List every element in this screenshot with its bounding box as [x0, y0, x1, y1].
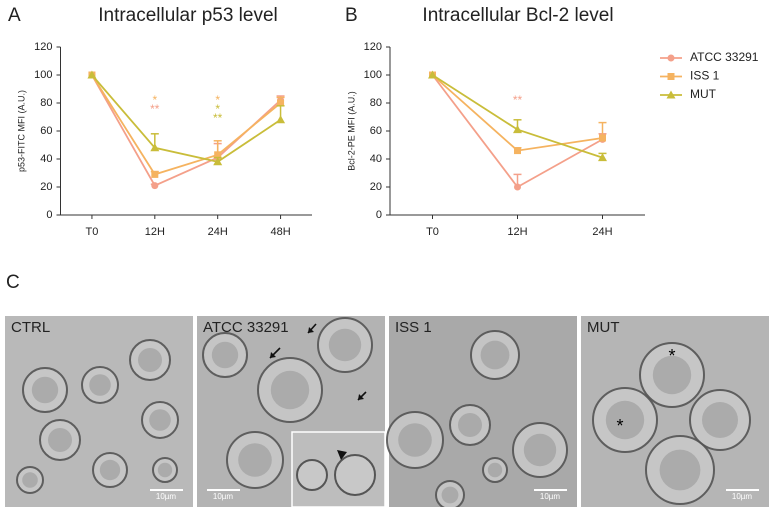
arrow-head: [308, 327, 314, 333]
scale-bar-label: 10µm: [213, 492, 234, 501]
significance-mark: *: [215, 93, 220, 107]
significance-mark: **: [150, 102, 160, 116]
series-line: [431, 74, 603, 152]
arrow-head: [270, 352, 276, 358]
cell-core: [652, 355, 692, 395]
legend-label: ISS 1: [690, 69, 720, 83]
point: [599, 134, 606, 142]
y-tick-label: 120: [34, 41, 52, 53]
cell-core: [458, 413, 482, 437]
point: [667, 54, 675, 62]
cell-core: [89, 374, 111, 396]
arrow-head: [358, 394, 364, 400]
cell-core: [48, 428, 72, 452]
cell-core: [22, 472, 38, 488]
micrograph-label: CTRL: [11, 319, 50, 336]
panel-label: A: [8, 5, 21, 26]
significance-mark: *: [215, 102, 220, 116]
y-axis-label: p53-FITC MFI (A.U.): [16, 90, 26, 172]
point: [598, 153, 607, 162]
panel-label: B: [345, 5, 358, 26]
cell-core: [480, 340, 510, 370]
micrograph-label: ATCC 33291: [203, 319, 289, 336]
cell-core: [99, 459, 121, 481]
chart-title: Intracellular p53 level: [98, 5, 278, 26]
series-line: [91, 74, 282, 176]
cell-core: [328, 328, 362, 362]
cell-annotation: *: [668, 346, 675, 366]
x-tick-label: 12H: [507, 226, 527, 238]
panel-label: C: [6, 272, 20, 293]
y-tick-label: 20: [370, 181, 382, 193]
significance-mark: **: [513, 93, 523, 107]
cell-core: [441, 486, 459, 504]
cell-core: [238, 443, 272, 477]
cell-core: [605, 400, 645, 440]
point: [151, 182, 159, 190]
scale-bar-label: 10µm: [540, 492, 561, 501]
cell-core: [211, 341, 239, 369]
y-tick-label: 0: [46, 209, 52, 221]
point: [666, 90, 676, 99]
series-line: [91, 74, 282, 163]
point: [428, 70, 437, 79]
point: [213, 157, 223, 166]
legend-label: MUT: [690, 87, 717, 101]
significance-mark: **: [213, 111, 223, 125]
y-tick-label: 100: [364, 69, 382, 81]
cell-core: [398, 423, 432, 457]
point: [667, 73, 675, 80]
y-tick-label: 80: [40, 97, 52, 109]
cell-core: [702, 402, 738, 438]
x-tick-label: 24H: [592, 226, 612, 238]
y-tick-label: 40: [40, 153, 52, 165]
arrowhead: [337, 450, 347, 460]
y-tick-label: 100: [34, 69, 52, 81]
point: [87, 70, 97, 79]
cell: [334, 454, 376, 496]
point: [214, 151, 222, 159]
cell-core: [523, 433, 557, 467]
micrograph-label: ISS 1: [395, 319, 432, 336]
series-line: [432, 74, 603, 159]
y-tick-label: 80: [370, 97, 382, 109]
point: [513, 125, 522, 134]
cell-core: [149, 409, 171, 431]
y-tick-label: 20: [40, 181, 52, 193]
cell-core: [138, 348, 162, 372]
cell-core: [157, 462, 173, 478]
y-tick-label: 60: [40, 125, 52, 137]
point: [514, 183, 521, 191]
legend-label: ATCC 33291: [690, 50, 759, 64]
significance-mark: *: [152, 93, 157, 107]
cell-core: [31, 376, 59, 404]
y-axis-label: Bcl-2-PE MFI (A.U.): [346, 91, 356, 171]
x-tick-label: 24H: [208, 226, 228, 238]
y-tick-label: 0: [376, 209, 382, 221]
point: [151, 170, 159, 178]
scale-bar-label: 10µm: [156, 492, 177, 501]
chart-title: Intracellular Bcl-2 level: [422, 5, 613, 26]
x-tick-label: T0: [426, 226, 439, 238]
cell-core: [487, 462, 503, 478]
cell: [296, 459, 328, 491]
cell-annotation: *: [616, 416, 623, 436]
y-tick-label: 120: [364, 41, 382, 53]
series-line: [91, 74, 282, 187]
point: [277, 99, 285, 107]
x-tick-label: T0: [86, 226, 99, 238]
point: [514, 147, 521, 155]
point: [150, 143, 160, 152]
x-tick-label: 12H: [145, 226, 165, 238]
scale-bar-label: 10µm: [732, 492, 753, 501]
y-tick-label: 60: [370, 125, 382, 137]
x-tick-label: 48H: [270, 226, 290, 238]
cell-core: [659, 449, 701, 491]
y-tick-label: 40: [370, 153, 382, 165]
point: [276, 115, 286, 124]
micrograph-label: MUT: [587, 319, 620, 336]
cell-core: [270, 370, 310, 410]
